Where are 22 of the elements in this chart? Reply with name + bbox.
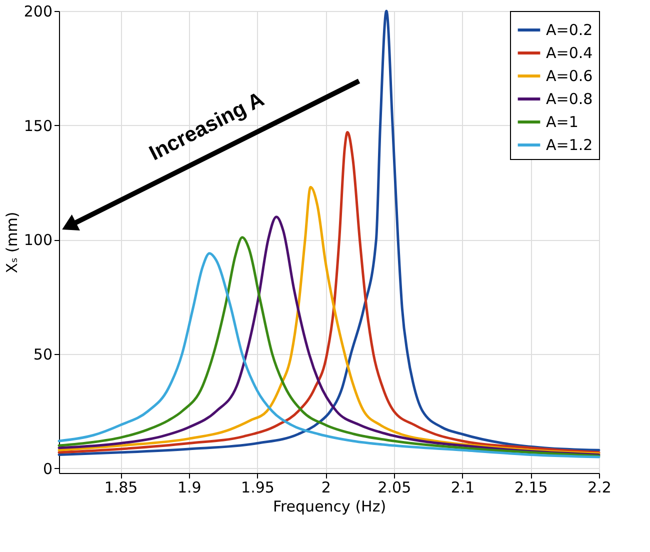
line-series [58,10,600,456]
x-tick-label: 2.1 [450,478,475,496]
y-tick-label: 50 [33,346,52,364]
x-tick-label: 2.15 [514,478,548,496]
legend-label: A=0.8 [546,90,593,108]
legend-label: A=0.2 [546,21,593,39]
x-tick-label: 2.2 [588,478,612,496]
x-tick-label: 1.9 [177,478,202,496]
legend-label: A=0.4 [546,44,593,62]
y-tick-label: 200 [24,2,52,20]
x-tick-label: 2 [321,478,331,496]
x-tick-label: 2.05 [378,478,412,496]
legend-label: A=1 [546,113,578,131]
legend-label: A=0.6 [546,67,593,85]
x-tick-label: 1.85 [104,478,138,496]
y-tick-label: 100 [24,231,52,250]
y-axis-title: Xₛ (mm) [2,212,21,274]
y-tick-label: 150 [24,116,52,135]
y-tick-label: 0 [42,460,52,478]
x-tick-label: 1.95 [241,478,274,496]
legend-label: A=1.2 [546,136,593,154]
x-axis-title: Frequency (Hz) [272,498,386,516]
